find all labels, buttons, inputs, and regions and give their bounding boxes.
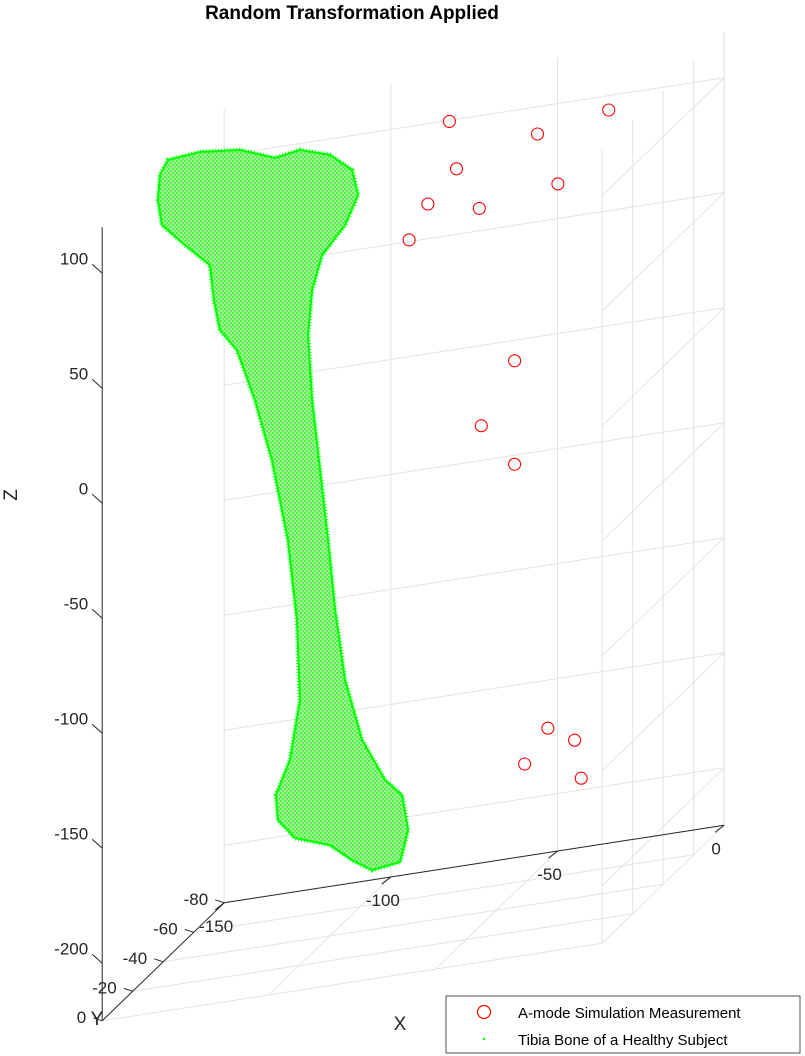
legend-marker-dot <box>482 1037 486 1041</box>
legend: A-mode Simulation Measurement Tibia Bone… <box>445 995 801 1054</box>
y-tick-mark <box>123 987 133 992</box>
measurement-point <box>421 197 435 211</box>
z-tick-mark <box>91 723 103 734</box>
chart-title: Random Transformation Applied <box>205 3 499 24</box>
measurement-point <box>551 177 565 191</box>
measurement-point <box>508 457 522 471</box>
grid-line <box>601 537 725 657</box>
measurement-point <box>442 114 456 128</box>
z-tick-label: 100 <box>60 249 88 268</box>
axis-tick-labels: 100 50 0 -50 -100 -150 -200 0 -20 -40 -60 -80 -150 -1… <box>54 249 725 1027</box>
x-tick-mark <box>548 850 558 859</box>
y-tick-mark <box>154 958 164 963</box>
measurement-markers <box>402 103 616 785</box>
legend-marker-circle <box>476 1004 492 1020</box>
x-tick-label: 0 <box>711 839 720 858</box>
grid-line <box>102 942 603 1022</box>
x-tick-label: -50 <box>537 865 562 884</box>
legend-entry-tibia: Tibia Bone of a Healthy Subject <box>518 1032 728 1049</box>
legend-box <box>445 995 801 1054</box>
grid-line <box>601 192 725 312</box>
grid-line <box>224 77 725 156</box>
y-tick-mark <box>215 899 225 904</box>
tibia-bone-outline <box>156 148 410 872</box>
z-tick-label: 50 <box>69 364 88 383</box>
z-tick-mark <box>91 263 103 274</box>
measurement-point <box>474 419 488 433</box>
x-tick-mark <box>714 824 725 833</box>
y-tick-label: -40 <box>123 949 148 968</box>
measurement-point <box>518 757 532 771</box>
y-tick-label: -20 <box>92 978 117 997</box>
x-tick-label: -150 <box>199 917 233 936</box>
x-axis-label: X <box>394 1014 407 1035</box>
grid-line <box>601 307 725 427</box>
z-tick-label: 0 <box>79 479 88 498</box>
grid-line <box>601 422 725 542</box>
measurement-point <box>541 721 555 735</box>
y-tick-label: 0 <box>77 1008 86 1027</box>
measurement-point <box>472 201 486 215</box>
z-tick-label: -150 <box>54 824 88 843</box>
measurement-point <box>402 233 416 247</box>
z-tick-mark <box>91 953 103 964</box>
y-tick-mark <box>93 1017 103 1022</box>
y-tick-label: -60 <box>153 919 178 938</box>
legend-entry-measurement: A-mode Simulation Measurement <box>518 1005 741 1022</box>
grid-line <box>601 77 725 197</box>
tibia-bone-point-cloud <box>155 147 411 873</box>
z-tick-mark <box>91 378 103 389</box>
z-tick-label: -50 <box>64 594 89 613</box>
measurement-point <box>508 354 522 368</box>
z-tick-mark <box>91 608 103 619</box>
measurement-point <box>602 103 616 117</box>
z-tick-label: -100 <box>54 709 88 728</box>
grid-line <box>132 913 633 992</box>
y-tick-label: -80 <box>184 890 209 909</box>
z-tick-label: -200 <box>54 939 88 958</box>
measurement-point <box>568 733 582 747</box>
x-tick-mark <box>381 876 392 885</box>
grid-line <box>163 883 664 963</box>
grid-line <box>601 652 725 772</box>
x-tick-label: -100 <box>366 891 400 910</box>
grid-line <box>193 854 694 933</box>
y-axis-label: Y <box>91 1009 104 1030</box>
measurement-point <box>574 771 588 785</box>
z-tick-mark <box>91 838 103 849</box>
measurement-point <box>530 127 545 141</box>
z-axis-label: Z <box>1 489 22 501</box>
y-tick-mark <box>184 928 194 933</box>
z-tick-mark <box>91 493 103 504</box>
x-axis-line <box>224 824 725 904</box>
measurement-point <box>449 162 464 176</box>
x-tick-mark <box>214 902 225 911</box>
